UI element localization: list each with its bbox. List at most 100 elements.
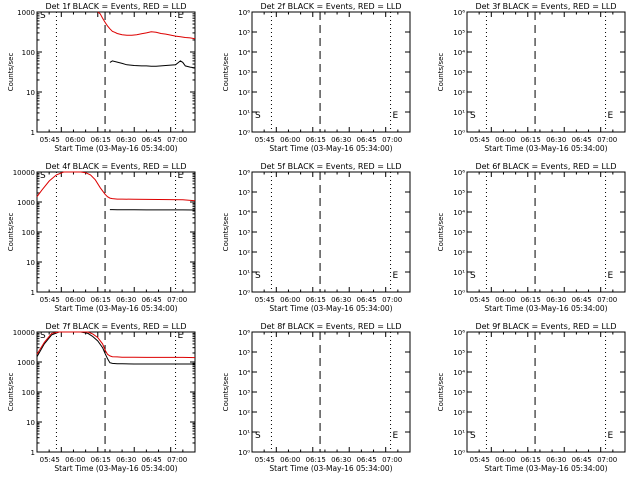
y-axis-label: Counts/sec (222, 373, 230, 412)
x-tick-label: 05:45 (40, 136, 60, 144)
x-tick-label: 06:00 (280, 136, 300, 144)
y-axis-label: Counts/sec (437, 53, 445, 92)
x-tick-label: 06:15 (306, 136, 326, 144)
y-axis-label: Counts/sec (437, 373, 445, 412)
y-tick-label: 1000 (17, 359, 35, 367)
y-tick-label: 10⁵ (453, 349, 465, 357)
x-tick-label: 07:00 (597, 136, 617, 144)
x-tick-label: 05:45 (470, 296, 490, 304)
y-axis-label: Counts/sec (222, 213, 230, 252)
x-tick-label: 05:45 (470, 456, 490, 464)
start-marker-label: S (255, 271, 261, 281)
x-tick-label: 06:45 (142, 456, 162, 464)
start-marker-label: S (470, 111, 476, 121)
y-axis-label: Counts/sec (7, 53, 15, 92)
y-tick-label: 10⁰ (453, 129, 465, 137)
x-tick-label: 07:00 (597, 296, 617, 304)
x-tick-label: 07:00 (382, 456, 402, 464)
y-tick-label: 10000 (13, 329, 35, 337)
y-tick-label: 10⁶ (238, 9, 250, 17)
x-tick-label: 06:15 (91, 136, 111, 144)
plot-frame (36, 11, 196, 133)
y-tick-label: 10¹ (238, 429, 250, 437)
x-tick-label: 06:00 (65, 296, 85, 304)
y-tick-label: 10⁴ (453, 209, 465, 217)
x-tick-label: 05:45 (255, 456, 275, 464)
x-axis-label: Start Time (03-May-16 05:34:00) (54, 464, 177, 473)
end-marker-label: E (608, 111, 614, 121)
x-tick-label: 05:45 (40, 456, 60, 464)
y-tick-label: 10⁶ (238, 169, 250, 177)
panel-3: Det 3f BLACK = Events, RED = LLD 10⁰ 10¹ 10… (437, 2, 626, 153)
plot-frame (251, 171, 411, 293)
y-tick-label: 10⁶ (453, 329, 465, 337)
x-tick-label: 06:15 (306, 456, 326, 464)
y-tick-label: 10³ (238, 389, 250, 397)
x-tick-label: 06:45 (572, 296, 592, 304)
y-tick-label: 10 (26, 89, 35, 97)
series-lld (36, 331, 196, 359)
series-lld (36, 171, 196, 202)
x-tick-label: 06:45 (357, 456, 377, 464)
end-marker-label: E (178, 11, 184, 21)
y-tick-label: 10⁵ (453, 189, 465, 197)
panel-title: Det 5f BLACK = Events, RED = LLD (260, 162, 401, 171)
x-tick-label: 06:45 (142, 296, 162, 304)
y-tick-label: 10¹ (238, 109, 250, 117)
panel-title: Det 8f BLACK = Events, RED = LLD (260, 322, 401, 331)
x-tick-label: 06:30 (331, 456, 351, 464)
x-tick-label: 06:30 (546, 296, 566, 304)
series-events (36, 331, 195, 365)
x-axis-label: Start Time (03-May-16 05:34:00) (484, 304, 607, 313)
y-tick-label: 10² (238, 409, 250, 417)
start-marker-label: S (255, 111, 261, 121)
x-axis-label: Start Time (03-May-16 05:34:00) (269, 144, 392, 153)
y-tick-label: 1 (31, 289, 35, 297)
x-tick-label: 06:00 (65, 456, 85, 464)
y-axis-label: Counts/sec (437, 213, 445, 252)
y-tick-label: 100 (22, 389, 35, 397)
panel-9: Det 9f BLACK = Events, RED = LLD 10⁰ 10¹ 10… (437, 322, 626, 473)
y-tick-label: 10⁰ (238, 129, 250, 137)
y-tick-label: 10⁰ (238, 449, 250, 457)
x-tick-label: 06:45 (357, 136, 377, 144)
end-marker-label: E (608, 431, 614, 441)
plot-frame (251, 11, 411, 133)
y-tick-label: 10³ (453, 229, 465, 237)
plot-frame (466, 11, 626, 133)
start-marker-label: S (40, 171, 46, 181)
panel-title: Det 7f BLACK = Events, RED = LLD (45, 322, 186, 331)
x-tick-label: 07:00 (167, 456, 187, 464)
x-tick-label: 06:30 (116, 296, 136, 304)
y-tick-label: 100 (22, 229, 35, 237)
panel-6: Det 6f BLACK = Events, RED = LLD 10⁰ 10¹ 10… (437, 162, 626, 313)
series-events (109, 60, 196, 69)
y-tick-label: 1 (31, 129, 35, 137)
x-tick-label: 06:30 (116, 136, 136, 144)
x-tick-label: 06:30 (546, 136, 566, 144)
x-tick-label: 06:00 (65, 136, 85, 144)
end-marker-label: E (178, 171, 184, 181)
panel-title: Det 6f BLACK = Events, RED = LLD (475, 162, 616, 171)
y-tick-label: 10¹ (238, 269, 250, 277)
y-tick-label: 10⁴ (238, 209, 250, 217)
x-axis-label: Start Time (03-May-16 05:34:00) (54, 304, 177, 313)
y-tick-label: 10⁵ (238, 29, 250, 37)
panel-title: Det 1f BLACK = Events, RED = LLD (45, 2, 186, 11)
x-tick-label: 05:45 (255, 296, 275, 304)
y-tick-label: 10⁵ (453, 29, 465, 37)
y-tick-label: 10⁶ (453, 9, 465, 17)
y-tick-label: 10⁶ (453, 169, 465, 177)
y-tick-label: 10² (453, 89, 465, 97)
y-tick-label: 10² (238, 249, 250, 257)
x-tick-label: 06:30 (331, 296, 351, 304)
x-tick-label: 07:00 (382, 136, 402, 144)
end-marker-label: E (393, 271, 399, 281)
y-tick-label: 10⁵ (238, 189, 250, 197)
panel-title: Det 9f BLACK = Events, RED = LLD (475, 322, 616, 331)
x-tick-label: 06:00 (495, 136, 515, 144)
start-marker-label: S (40, 331, 46, 341)
x-tick-label: 05:45 (470, 136, 490, 144)
plot-frame (466, 171, 626, 293)
